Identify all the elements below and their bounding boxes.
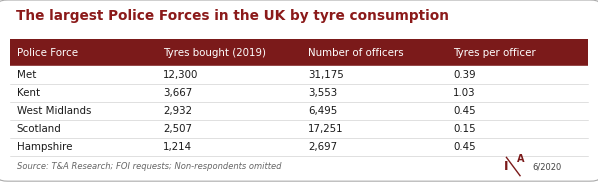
Text: 31,175: 31,175	[308, 70, 344, 80]
Text: 6,495: 6,495	[308, 106, 337, 116]
Text: 0.15: 0.15	[453, 124, 476, 134]
Text: 0.39: 0.39	[453, 70, 476, 80]
Text: 3,553: 3,553	[308, 88, 337, 98]
Bar	[10, 39, 588, 66]
Text: A: A	[517, 154, 524, 164]
Text: 0.45: 0.45	[453, 106, 476, 116]
Text: Police Force: Police Force	[17, 48, 78, 58]
Text: 0.45: 0.45	[453, 142, 476, 152]
Text: Tyres per officer: Tyres per officer	[453, 48, 536, 58]
Text: Source: T&A Research; FOI requests; Non-respondents omitted: Source: T&A Research; FOI requests; Non-…	[17, 162, 282, 171]
Text: 1.03: 1.03	[453, 88, 476, 98]
Text: 6/2020: 6/2020	[532, 162, 561, 171]
Text: I: I	[504, 160, 508, 173]
Text: Met: Met	[17, 70, 36, 80]
Text: Number of officers: Number of officers	[308, 48, 404, 58]
Text: 2,932: 2,932	[163, 106, 192, 116]
Text: Scotland: Scotland	[17, 124, 62, 134]
Text: 3,667: 3,667	[163, 88, 193, 98]
Text: 1,214: 1,214	[163, 142, 192, 152]
Text: Kent: Kent	[17, 88, 40, 98]
Text: The largest Police Forces in the UK by tyre consumption: The largest Police Forces in the UK by t…	[16, 9, 449, 23]
Text: 2,507: 2,507	[163, 124, 192, 134]
Text: Hampshire: Hampshire	[17, 142, 72, 152]
Text: 17,251: 17,251	[308, 124, 344, 134]
Text: 12,300: 12,300	[163, 70, 199, 80]
Text: 2,697: 2,697	[308, 142, 337, 152]
Text: Tyres bought (2019): Tyres bought (2019)	[163, 48, 266, 58]
Text: West Midlands: West Midlands	[17, 106, 91, 116]
